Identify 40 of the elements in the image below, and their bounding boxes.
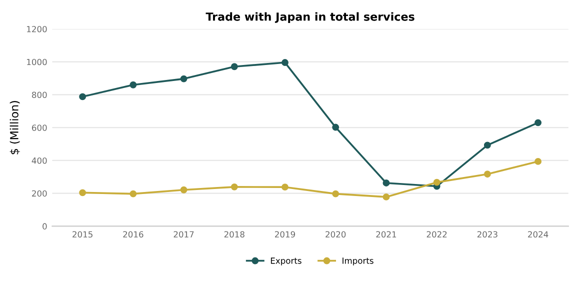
point [382,193,390,200]
point [282,184,288,191]
point [130,190,137,198]
y-tick-label: 1200 [27,26,47,32]
point [534,119,542,126]
point [180,186,188,194]
point [534,158,542,165]
x-tick-label: 2019 [275,231,296,238]
y-tick-label: 800 [32,92,47,98]
legend-label: Exports [270,258,302,266]
y-axis-title: $ (Million) [10,101,20,154]
chart-title: Trade with Japan in total services [206,12,414,23]
x-tick-label: 2018 [224,231,244,238]
point [230,183,238,190]
point [230,63,238,70]
point [332,124,340,131]
x-tick-label: 2023 [477,231,498,238]
x-tick-label: 2015 [72,231,92,238]
point [130,81,137,88]
y-tick-label: 400 [32,157,47,164]
point [79,189,86,196]
x-tick-label: 2017 [174,231,194,238]
legend-label: Imports [342,258,374,266]
y-tick-label: 200 [32,190,47,197]
point [382,180,390,186]
x-tick-label: 2016 [123,231,144,238]
y-tick-label: 1000 [27,58,47,66]
point [433,178,440,186]
point [79,93,86,100]
point [282,59,288,66]
point [484,170,491,178]
x-tick-label: 2021 [376,231,396,238]
point [484,142,491,149]
y-tick-label: 0 [42,223,47,230]
point [180,75,188,82]
x-tick-label: 2022 [426,231,447,238]
x-tick-label: 2024 [528,231,548,238]
y-tick-label: 600 [32,124,47,131]
x-tick-label: 2020 [326,231,346,238]
point [332,190,340,198]
